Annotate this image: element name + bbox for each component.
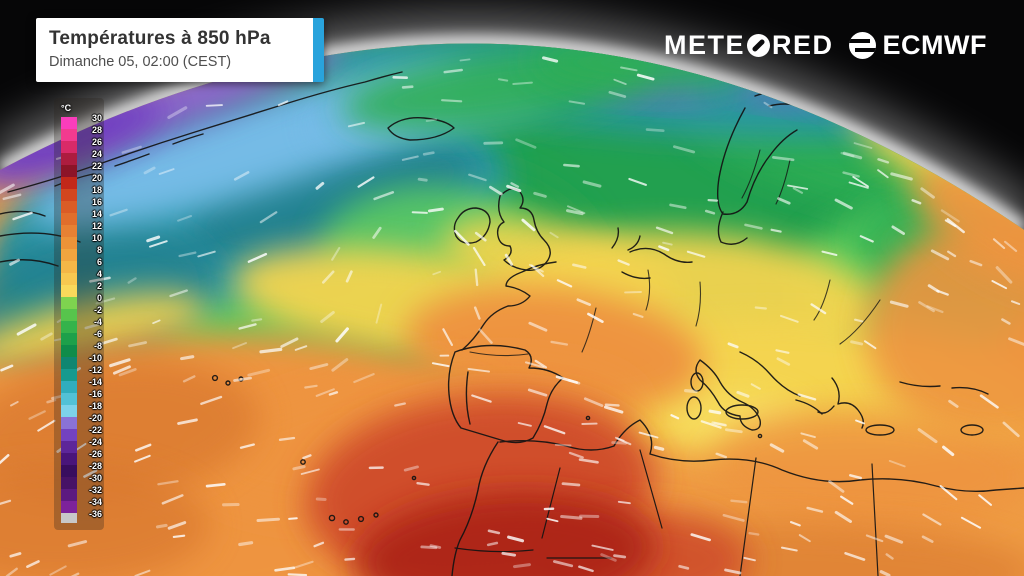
- scale-tick: -30: [88, 473, 102, 483]
- scale-tick: 18: [91, 185, 102, 195]
- scale-tick: -24: [88, 437, 102, 447]
- temperature-legend: °C 30 28 26 24 22 20 18 16 14 12 10 8 6 4 2 0 -2 -4 -6 -8 -1…: [54, 98, 104, 530]
- scale-tick: 26: [91, 137, 102, 147]
- scale-tick: -36: [88, 509, 102, 519]
- scale-tick: -8: [93, 341, 102, 351]
- color-scale: 30 28 26 24 22 20 18 16 14 12 10 8 6 4 2 0 -2 -4 -6 -8 -10 -1…: [61, 113, 103, 523]
- meteored-o-icon: [747, 33, 771, 57]
- scale-tick: 12: [91, 221, 102, 231]
- scale-tick: -34: [88, 497, 102, 507]
- color-scale-bar: [61, 117, 77, 523]
- map-subtitle: Dimanche 05, 02:00 (CEST): [49, 54, 232, 70]
- scale-tick: 16: [91, 197, 102, 207]
- scale-tick: 2: [96, 281, 102, 291]
- meteored-logo: METE RED: [664, 30, 834, 61]
- scale-tick: 4: [96, 269, 102, 279]
- scale-tick: -4: [93, 317, 102, 327]
- title-card: Températures à 850 hPa Dimanche 05, 02:0…: [36, 18, 324, 82]
- scale-tick: 8: [96, 245, 102, 255]
- scale-tick: -26: [88, 449, 102, 459]
- scale-tick: 0: [96, 293, 102, 303]
- title-card-accent-bar: [313, 18, 324, 82]
- scale-tick: -22: [88, 425, 102, 435]
- scale-tick: 30: [91, 113, 102, 123]
- scale-tick: 6: [96, 257, 102, 267]
- scale-tick: -2: [93, 305, 102, 315]
- coastlines: [0, 71, 1024, 576]
- scale-tick: 28: [91, 125, 102, 135]
- scale-tick: -32: [88, 485, 102, 495]
- scale-tick: -6: [93, 329, 102, 339]
- scale-tick: -20: [88, 413, 102, 423]
- ecmwf-logo: ECMWF: [848, 29, 988, 61]
- scale-tick: -10: [88, 353, 102, 363]
- meteored-text-suffix: RED: [772, 29, 834, 60]
- scale-tick: 20: [91, 173, 102, 183]
- scale-tick: 10: [91, 233, 102, 243]
- ecmwf-globe-icon: [848, 31, 876, 59]
- scale-tick: -16: [88, 389, 102, 399]
- scale-tick: -28: [88, 461, 102, 471]
- brand-logos: METE RED ECMWF: [664, 26, 987, 64]
- color-scale-ticks: 30 28 26 24 22 20 18 16 14 12 10 8 6 4 2 0 -2 -4 -6 -8 -10 -1…: [79, 113, 102, 523]
- scale-tick: 22: [91, 161, 102, 171]
- scale-tick: -18: [88, 401, 102, 411]
- legend-unit-label: °C: [61, 103, 72, 113]
- map-title: Températures à 850 hPa: [49, 28, 271, 49]
- ecmwf-text: ECMWF: [882, 29, 988, 60]
- scale-tick: -12: [88, 365, 102, 375]
- scale-tick: 24: [91, 149, 102, 159]
- meteored-text-prefix: METE: [664, 29, 746, 60]
- scale-tick: -14: [88, 377, 102, 387]
- wind-streamlines: [0, 56, 1024, 576]
- scale-tick: 14: [91, 209, 102, 219]
